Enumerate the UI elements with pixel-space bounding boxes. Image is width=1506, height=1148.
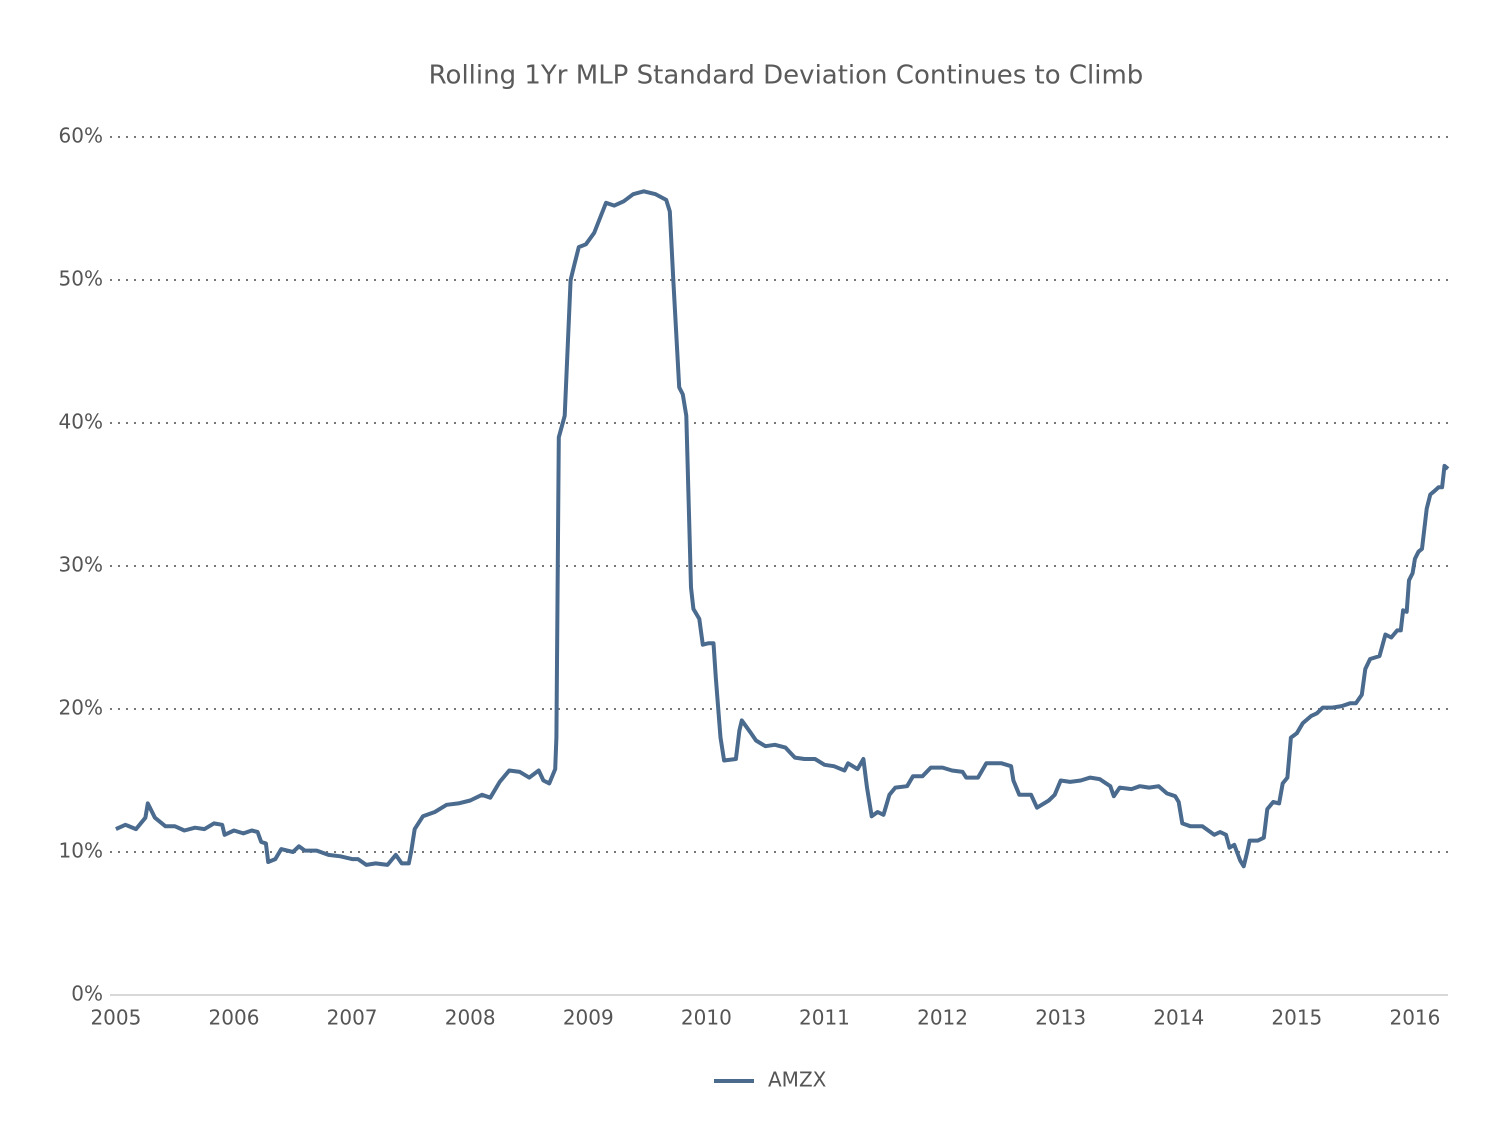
data-line — [115, 189, 1450, 869]
x-tick-label: 2015 — [1271, 1006, 1322, 1030]
chart-title: Rolling 1Yr MLP Standard Deviation Conti… — [429, 61, 1144, 91]
y-tick-label: 40% — [59, 410, 103, 434]
x-tick-label: 2014 — [1153, 1006, 1204, 1030]
x-tick-label: 2008 — [445, 1006, 496, 1030]
y-tick-label: 60% — [59, 124, 103, 148]
y-tick-label: 10% — [59, 839, 103, 863]
y-tick-label: 50% — [59, 267, 103, 291]
x-tick-label: 2009 — [563, 1006, 614, 1030]
y-tick-label: 20% — [59, 696, 103, 720]
legend-label: AMZX — [768, 1068, 827, 1092]
x-tick-label: 2011 — [799, 1006, 850, 1030]
x-tick-label: 2013 — [1035, 1006, 1086, 1030]
x-tick-label: 2005 — [90, 1006, 141, 1030]
y-tick-label: 30% — [59, 553, 103, 577]
x-tick-label: 2012 — [917, 1006, 968, 1030]
x-tick-label: 2006 — [209, 1006, 260, 1030]
x-tick-label: 2016 — [1389, 1006, 1440, 1030]
y-tick-label: 0% — [71, 982, 103, 1006]
x-tick-label: 2007 — [327, 1006, 378, 1030]
x-tick-label: 2010 — [681, 1006, 732, 1030]
